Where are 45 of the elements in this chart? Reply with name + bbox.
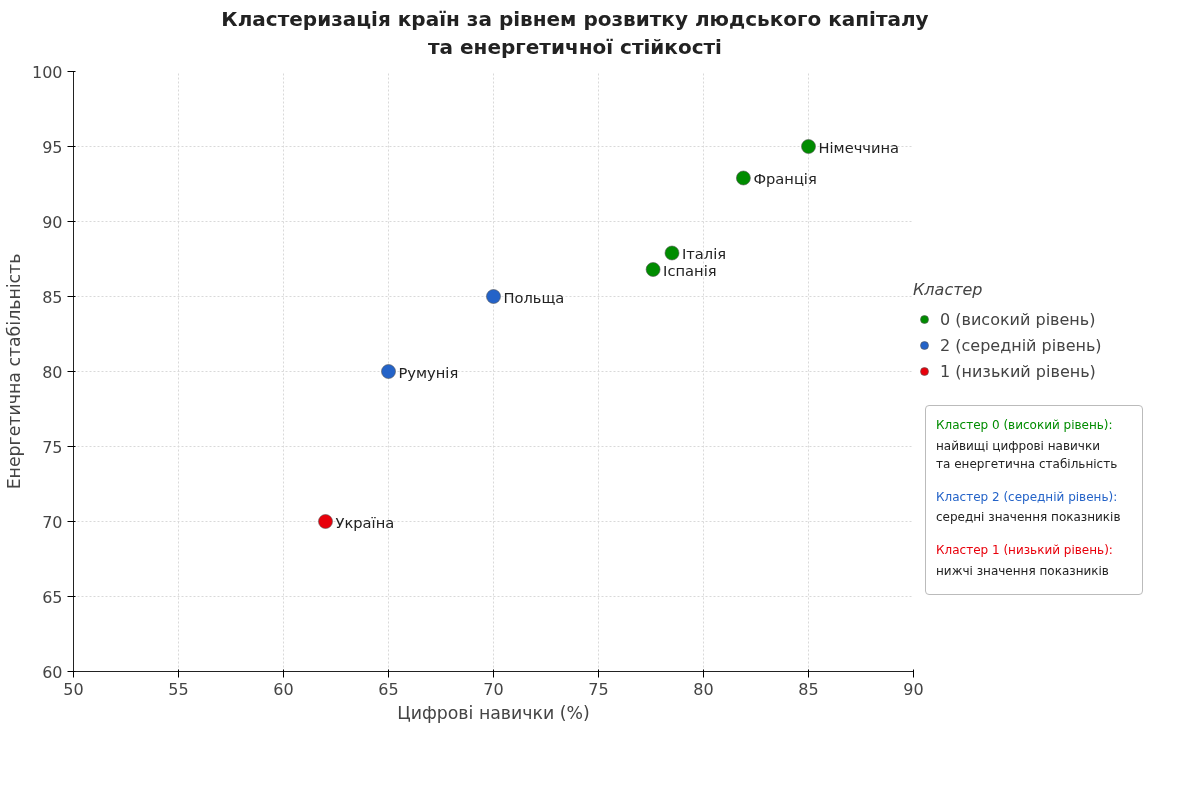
y-tick-label: 80 <box>42 362 63 382</box>
x-tick-label: 55 <box>168 679 189 699</box>
legend-title: Кластер <box>913 280 984 299</box>
y-tick-label: 75 <box>42 437 63 457</box>
y-tick-label: 60 <box>42 662 63 682</box>
text: Кластер 0 (високий рівень): <box>936 417 1114 434</box>
x-tick-label: 50 <box>63 679 84 699</box>
x-tick-label: 80 <box>693 679 714 699</box>
point <box>318 514 333 529</box>
x-tick-label: 70 <box>483 679 504 699</box>
y-tick-label: 95 <box>42 137 63 157</box>
point <box>486 289 501 304</box>
annotation: Іспанія <box>663 261 717 279</box>
text: Кластер 2 (середній рівень): <box>936 488 1119 506</box>
x-axis-title: Цифрові навички (%) <box>397 702 590 723</box>
x-tick-label: 90 <box>903 679 924 699</box>
text: найвищі цифрові навички та енергетична стабільність <box>936 437 1119 474</box>
x-tick-label: 75 <box>588 679 609 699</box>
y-tick-label: 70 <box>42 512 63 532</box>
text: середні значення показників <box>936 509 1121 527</box>
annotation: Україна <box>335 513 395 531</box>
annotation: Польща <box>503 288 565 306</box>
x-tick-label: 60 <box>273 679 294 699</box>
annotation: Франція <box>753 170 817 187</box>
legend-label: 1 (низький рівень) <box>940 361 1096 381</box>
point <box>664 245 680 261</box>
text: нижчі значення показників <box>936 562 1110 580</box>
x-tick-label: 65 <box>378 679 399 699</box>
annotation: Німеччина <box>818 138 900 156</box>
y-axis-title: Енергетична стабільність <box>3 253 24 490</box>
x-tick-label: 85 <box>798 679 819 699</box>
text: Кластер 1 (низький рівень): <box>936 541 1114 559</box>
point <box>801 139 816 154</box>
chart-title: Кластеризація країн за рівнем розвитку людського капіталу та енергетичної стійкості <box>221 6 929 61</box>
annotation: Італія <box>682 245 727 262</box>
y-tick-label: 85 <box>42 287 63 307</box>
legend-label: 0 (високий рівень) <box>940 309 1096 329</box>
y-tick-label: 90 <box>42 212 63 232</box>
y-tick-label: 100 <box>31 62 63 82</box>
legend-label: 2 (середній рівень) <box>940 335 1102 355</box>
point <box>736 170 751 186</box>
point <box>381 364 396 379</box>
annotation: Румунія <box>398 363 459 381</box>
y-tick-label: 65 <box>42 587 63 607</box>
point <box>645 262 661 277</box>
